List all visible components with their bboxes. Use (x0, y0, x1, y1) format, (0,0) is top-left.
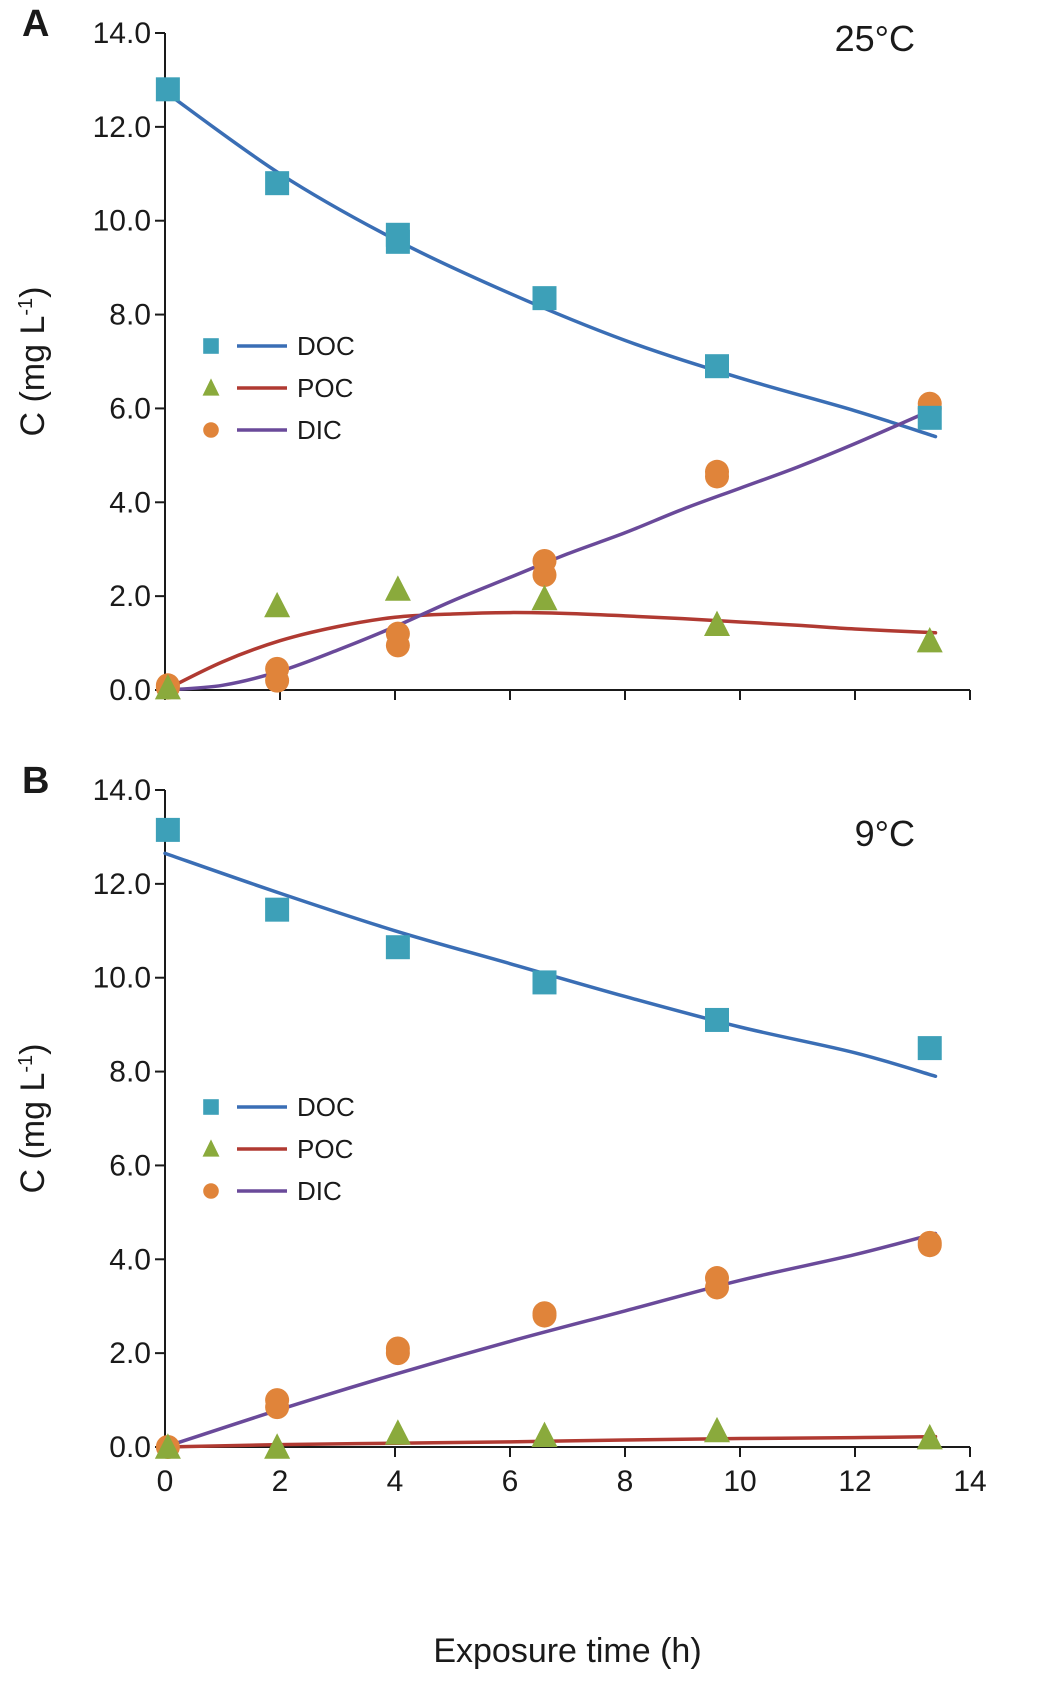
x-tick-label: 0 (157, 1465, 174, 1498)
point-doc (705, 1007, 729, 1032)
point-doc (265, 171, 290, 196)
point-dic (705, 459, 729, 484)
fit-line-doc (163, 851, 938, 1079)
point-dic (385, 621, 410, 646)
y-tick-label: 8.0 (109, 299, 151, 332)
point-doc (265, 897, 290, 922)
point-doc (705, 354, 729, 379)
y-axis-title-main: C (mg L (14, 316, 52, 437)
x-tick-label: 4 (387, 1465, 404, 1498)
fit-line-doc (163, 89, 938, 439)
fit-line-dic (163, 1231, 938, 1449)
y-tick-label: 4.0 (109, 1243, 151, 1276)
y-tick-label: 6.0 (109, 1149, 151, 1182)
point-doc (155, 77, 180, 102)
legend: DOC POC DIC (202, 1092, 355, 1206)
x-tick-label: 2 (272, 1465, 289, 1498)
legend-marker-poc (202, 1139, 220, 1157)
y-axis-title: C (mg L-1) (14, 286, 52, 436)
point-poc (531, 1421, 558, 1447)
y-tick-label: 10.0 (93, 962, 151, 995)
x-tick-label: 14 (953, 1465, 986, 1498)
point-poc (384, 575, 411, 601)
point-doc (532, 970, 557, 995)
legend-marker-doc (203, 338, 219, 354)
point-poc (531, 584, 558, 611)
legend-marker-dic (203, 1183, 219, 1199)
y-axis-title-superscript: -1 (15, 298, 37, 316)
legend: DOC POC DIC (202, 331, 355, 445)
x-tick-label: 12 (838, 1465, 871, 1498)
y-axis-title: C (mg L-1) (14, 1043, 52, 1193)
point-dic (385, 1336, 410, 1361)
y-tick-label: 14.0 (93, 17, 151, 50)
point-dic (917, 1230, 942, 1255)
y-axis-title-superscript: -1 (15, 1055, 37, 1073)
legend-label-poc: POC (297, 373, 353, 403)
y-axis-title-close: ) (14, 1043, 52, 1054)
y-axis-title-close: ) (14, 286, 52, 297)
legend-label-dic: DIC (297, 415, 342, 445)
point-dic (265, 1388, 290, 1413)
fit-line-dic (163, 406, 938, 692)
point-poc (154, 1433, 181, 1459)
y-tick-label: 8.0 (109, 1056, 151, 1089)
y-tick-label: 4.0 (109, 486, 151, 519)
point-dic (705, 1266, 729, 1291)
point-poc (704, 610, 730, 636)
panel-letter: B (22, 760, 49, 802)
point-doc (385, 935, 410, 960)
panel-b: B 0.0 2.0 4.0 6.0 8.0 10.0 12.0 14.0 0 2 4 6 8 10 12 14 C… (14, 760, 987, 1498)
point-poc (916, 627, 943, 653)
legend-label-doc: DOC (297, 1092, 355, 1122)
point-dic (532, 548, 557, 573)
legend-marker-poc (202, 378, 220, 396)
temperature-annotation: 9°C (855, 813, 915, 854)
y-tick-label: 2.0 (109, 1337, 151, 1370)
legend-marker-doc (203, 1099, 219, 1115)
point-doc (532, 286, 557, 311)
legend-marker-dic (203, 422, 219, 438)
x-tick-label: 8 (617, 1465, 634, 1498)
point-dic (265, 656, 290, 681)
point-poc (264, 1433, 291, 1459)
x-tick-label: 10 (723, 1465, 756, 1498)
y-axis-title-main: C (mg L (14, 1073, 52, 1194)
temperature-annotation: 25°C (835, 18, 915, 59)
panel-letter: A (22, 3, 49, 45)
fit-line-poc (163, 1434, 938, 1449)
y-tick-label: 14.0 (93, 774, 151, 807)
legend-label-doc: DOC (297, 331, 355, 361)
point-doc (917, 405, 942, 430)
panel-a: A 0.0 2.0 4.0 6.0 8.0 10.0 12.0 14.0 C (mg L-1) 25… (14, 3, 971, 707)
point-poc (704, 1416, 730, 1443)
point-doc (155, 817, 180, 842)
y-tick-label: 2.0 (109, 580, 151, 613)
point-poc (384, 1419, 411, 1445)
y-tick-label: 6.0 (109, 392, 151, 425)
point-dic (532, 1301, 557, 1326)
point-doc (385, 229, 410, 254)
point-poc (916, 1423, 943, 1450)
point-poc (154, 673, 181, 700)
fit-line-poc (163, 610, 938, 692)
x-axis-title: Exposure time (h) (433, 1632, 701, 1670)
x-tick-label: 6 (502, 1465, 519, 1498)
y-tick-label: 0.0 (109, 1431, 151, 1464)
y-tick-label: 12.0 (93, 111, 151, 144)
legend-label-dic: DIC (297, 1176, 342, 1206)
point-doc (917, 1036, 942, 1061)
legend-label-poc: POC (297, 1134, 353, 1164)
y-tick-label: 12.0 (93, 868, 151, 901)
y-tick-label: 0.0 (109, 674, 151, 707)
point-poc (264, 591, 291, 618)
y-tick-label: 10.0 (93, 205, 151, 238)
